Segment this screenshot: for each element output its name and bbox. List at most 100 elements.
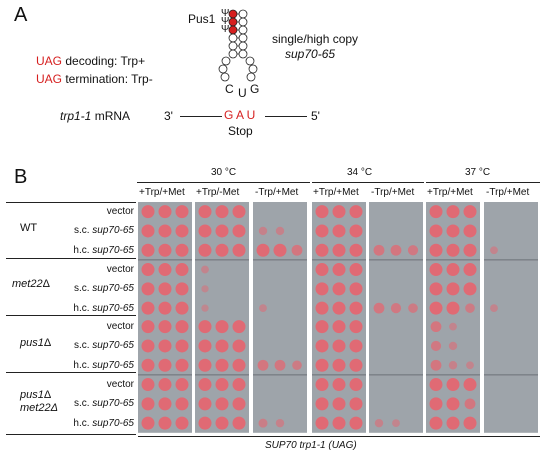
yeast-spot	[315, 263, 329, 277]
psi-label: Ψ	[221, 16, 230, 27]
yeast-spot	[430, 321, 442, 333]
yeast-spot	[429, 243, 443, 257]
yeast-spot	[175, 263, 189, 277]
yeast-spot	[429, 224, 443, 238]
yeast-spot	[275, 226, 285, 236]
yeast-spot	[332, 282, 346, 296]
yeast-spot	[332, 263, 346, 277]
strain-group-line	[6, 434, 136, 435]
yeast-spot	[158, 205, 172, 219]
panel-b-letter: B	[14, 166, 28, 188]
yeast-spot	[349, 397, 363, 411]
yeast-spot	[315, 378, 329, 392]
yeast-spot	[446, 378, 460, 392]
yeast-spot	[141, 224, 155, 238]
yeast-spot	[275, 418, 285, 428]
yeast-spot	[292, 360, 302, 371]
yeast-spot	[175, 301, 189, 315]
row-label: vector	[106, 263, 134, 275]
yeast-spot	[158, 320, 172, 334]
yeast-spot	[349, 416, 363, 430]
row-label: h.c. sup70-65	[73, 244, 134, 256]
yeast-spot	[448, 361, 458, 370]
yeast-spot	[257, 359, 269, 371]
row-label: h.c. sup70-65	[73, 359, 134, 371]
yeast-spot	[446, 282, 460, 296]
pus1-label: Pus1	[188, 12, 216, 26]
yeast-spot	[349, 263, 363, 277]
yeast-spot	[141, 301, 155, 315]
row-label: vector	[106, 321, 134, 332]
yeast-spot	[407, 245, 419, 256]
mrna-line-left	[180, 116, 222, 117]
yeast-spot	[315, 205, 329, 219]
yeast-spot	[232, 243, 246, 257]
yeast-spot	[158, 243, 172, 257]
yeast-spot	[198, 243, 212, 257]
yeast-spot	[215, 320, 229, 334]
yeast-spot	[349, 224, 363, 238]
yeast-spot	[349, 205, 363, 219]
yeast-spot	[158, 358, 172, 372]
yeast-spot	[175, 397, 189, 411]
yeast-spot	[215, 339, 229, 353]
yeast-spot	[446, 224, 460, 238]
yeast-spot	[141, 416, 155, 430]
yeast-spot	[215, 243, 229, 257]
yeast-spot	[158, 282, 172, 296]
media-label: +Trp/+Met	[139, 187, 185, 198]
yeast-spot	[315, 320, 329, 334]
stop-codon: G A U	[224, 108, 256, 122]
copy-label: single/high copy	[272, 32, 359, 46]
yeast-spot	[430, 359, 442, 371]
strain-group-line	[6, 315, 136, 316]
yeast-spot	[215, 416, 229, 430]
psi-label: Ψ	[221, 24, 230, 35]
yeast-spot	[201, 304, 209, 312]
yeast-spot	[256, 243, 270, 257]
strain-group-line	[6, 372, 136, 373]
yeast-spot	[390, 244, 402, 256]
row-label: h.c. sup70-65	[73, 417, 134, 429]
stop-label: Stop	[228, 124, 253, 138]
yeast-spot	[141, 282, 155, 296]
yeast-spot	[332, 320, 346, 334]
yeast-spot	[158, 378, 172, 392]
yeast-spot	[332, 243, 346, 257]
strain-label-pus1: pus1Δ	[20, 337, 52, 349]
anticodon-u: U	[238, 86, 247, 100]
yeast-spot	[201, 265, 209, 274]
yeast-spot	[315, 416, 329, 430]
yeast-spot	[141, 205, 155, 219]
yeast-spot	[215, 397, 229, 411]
footer-label: SUP70 trp1-1 (UAG)	[265, 440, 357, 451]
temp-label-30: 30 °C	[211, 167, 237, 178]
yeast-spot	[258, 226, 268, 236]
yeast-spot	[215, 358, 229, 372]
yeast-spot	[198, 205, 212, 219]
media-label: -Trp/+Met	[255, 187, 299, 198]
yeast-spot	[429, 205, 443, 219]
psi-label: Ψ	[221, 8, 230, 19]
row-label: s.c. sup70-65	[73, 398, 134, 410]
yeast-spot	[175, 320, 189, 334]
yeast-spot	[258, 418, 268, 428]
yeast-spot	[198, 339, 212, 353]
yeast-spot	[429, 378, 443, 392]
mrna-label: trp1-1 mRNA	[60, 109, 131, 123]
yeast-spot	[315, 358, 329, 372]
temp-line-37	[426, 182, 540, 183]
temp-line-34	[312, 182, 424, 183]
anticodon-c: C	[225, 82, 234, 96]
yeast-spot	[175, 358, 189, 372]
yeast-spot	[408, 303, 418, 313]
yeast-spot	[291, 244, 303, 256]
yeast-spot	[158, 416, 172, 430]
yeast-spot	[429, 263, 443, 277]
yeast-spot	[259, 304, 267, 313]
yeast-spot	[429, 301, 443, 315]
uag-decoding-label: UAG decoding: Trp+	[36, 54, 146, 68]
anticodon-g: G	[250, 82, 260, 96]
yeast-spot	[390, 303, 402, 314]
media-label: +Trp/+Met	[427, 187, 473, 198]
